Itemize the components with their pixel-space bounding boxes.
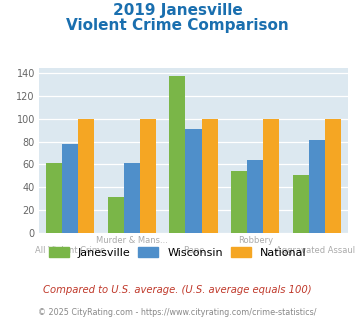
Text: Murder & Mans...: Murder & Mans... — [96, 236, 168, 245]
Legend: Janesville, Wisconsin, National: Janesville, Wisconsin, National — [47, 245, 308, 260]
Bar — [185, 129, 202, 233]
Text: Aggravated Assault: Aggravated Assault — [276, 246, 355, 255]
Bar — [263, 119, 279, 233]
Bar — [62, 144, 78, 233]
Bar — [247, 160, 263, 233]
Bar — [202, 119, 218, 233]
Text: Compared to U.S. average. (U.S. average equals 100): Compared to U.S. average. (U.S. average … — [43, 285, 312, 295]
Bar — [169, 76, 185, 233]
Bar — [140, 119, 156, 233]
Text: © 2025 CityRating.com - https://www.cityrating.com/crime-statistics/: © 2025 CityRating.com - https://www.city… — [38, 308, 317, 316]
Bar — [78, 119, 94, 233]
Text: All Violent Crime: All Violent Crime — [35, 246, 105, 255]
Text: Rape: Rape — [183, 246, 204, 255]
Bar — [108, 197, 124, 233]
Bar — [293, 175, 309, 233]
Text: Robbery: Robbery — [238, 236, 273, 245]
Text: 2019 Janesville: 2019 Janesville — [113, 3, 242, 18]
Bar — [325, 119, 341, 233]
Bar — [124, 163, 140, 233]
Bar — [46, 163, 62, 233]
Bar — [231, 171, 247, 233]
Text: Violent Crime Comparison: Violent Crime Comparison — [66, 18, 289, 33]
Bar — [309, 141, 325, 233]
